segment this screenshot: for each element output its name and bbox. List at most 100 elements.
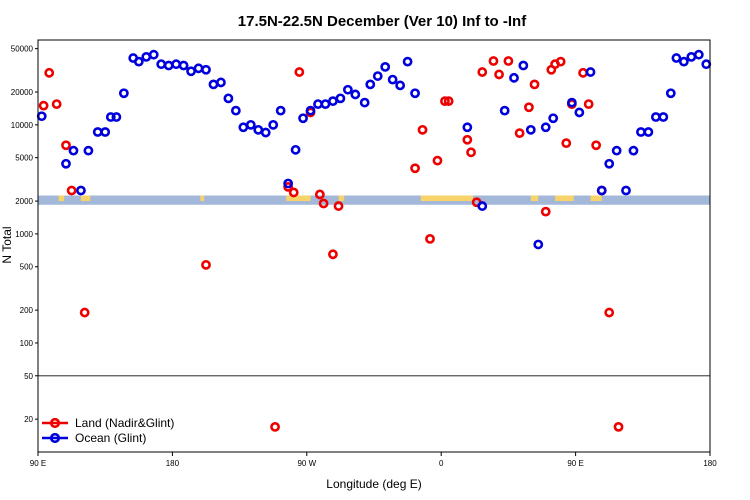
land-point [294,67,305,77]
x-tick-label: 90 W [297,459,316,468]
ocean-point [36,111,47,122]
ocean-point [566,97,577,108]
x-tick-label: 180 [166,459,180,468]
y-tick-label: 2000 [15,197,33,206]
ocean-point [701,59,712,70]
land-point [66,185,77,196]
y-tick-label: 20 [24,415,33,424]
ocean-point [686,51,697,62]
ocean-point [548,113,559,124]
ocean-point [410,88,420,99]
land-point [333,201,344,211]
land-point [432,155,443,166]
land-point [44,67,55,78]
land-segment [58,195,65,202]
land-point [578,67,588,78]
ocean-point [305,105,316,116]
land-point [283,181,294,192]
ocean-point [621,185,631,196]
land-point [555,56,566,67]
land-point [38,100,49,111]
legend-marker-land [49,417,61,429]
ocean-point [658,112,669,122]
ocean-point [268,119,279,130]
land-point [514,128,525,139]
land-point [79,307,90,318]
ocean-point [193,63,204,74]
land-point [425,233,435,244]
ocean-point [313,99,323,110]
land-segment [555,195,574,202]
ocean-point [671,53,682,63]
ocean-point [111,112,122,122]
land-point [314,189,325,200]
y-tick-label: 500 [20,263,34,272]
ocean-point [298,113,308,124]
ocean-point [533,239,544,250]
land-point [328,249,338,260]
land-point [591,140,602,151]
ocean-point [462,122,473,133]
legend-marker-ocean [49,432,61,444]
land-point [288,187,299,198]
land-point [477,67,488,77]
land-segment [590,195,602,202]
ocean-point [525,124,536,135]
x-tick-label: 90 E [30,459,46,468]
series-ocean [36,49,712,250]
ocean-point [83,145,94,156]
ocean-point [76,185,86,196]
land-point [488,56,499,66]
ocean-point [201,64,211,75]
ocean-point [596,185,607,196]
plot-frame [37,39,711,453]
x-axis-label: Longitude (deg E) [326,477,421,491]
ocean-point [365,79,376,90]
ocean-point [611,145,622,156]
land-point [561,138,572,149]
ocean-point [148,49,159,60]
legend-label-land: Land (Nadir&Glint) [75,416,174,430]
y-tick-label: 100 [20,339,34,348]
ocean-point [585,67,596,77]
x-tick-label: 180 [703,459,717,468]
ocean-point [643,127,654,137]
ocean-point [68,145,79,156]
y-tick-label: 200 [20,306,34,315]
y-tick-label: 5000 [15,154,33,163]
land-point [503,56,514,66]
ocean-point [650,112,661,122]
ocean-point [320,99,331,110]
land-segment [80,195,91,202]
land-point [494,69,504,80]
ocean-point [100,127,111,137]
legend-item-ocean: Ocean (Glint) [42,431,146,445]
land-ocean-band [38,195,710,205]
ocean-point [665,88,676,99]
y-tick-label: 50000 [11,45,34,54]
ocean-point [253,124,264,135]
ocean-point [604,158,615,169]
land-segment [530,195,539,202]
ocean-point [518,60,529,71]
ocean-point [290,144,301,155]
ocean-point [171,59,182,70]
ocean-point [238,122,249,133]
ocean-point [216,77,226,88]
x-axis-ticks: 90 E 180 90 W 0 90 E 180 [30,452,717,468]
ocean-point [693,49,704,60]
ocean-point [540,122,551,133]
ocean-point [328,96,338,107]
ocean-point [678,56,689,67]
ocean-point [208,79,219,90]
legend: Land (Nadir&Glint) Ocean (Glint) [42,416,174,445]
ocean-point [275,105,286,116]
land-point [613,421,624,432]
ocean-point [387,74,398,85]
ocean-point [342,84,353,95]
ocean-point [118,88,129,99]
chart-title: 17.5N-22.5N December (Ver 10) Inf to -In… [238,13,527,30]
ocean-point [260,127,271,138]
ocean-point [509,72,519,83]
ocean-point [359,97,370,108]
